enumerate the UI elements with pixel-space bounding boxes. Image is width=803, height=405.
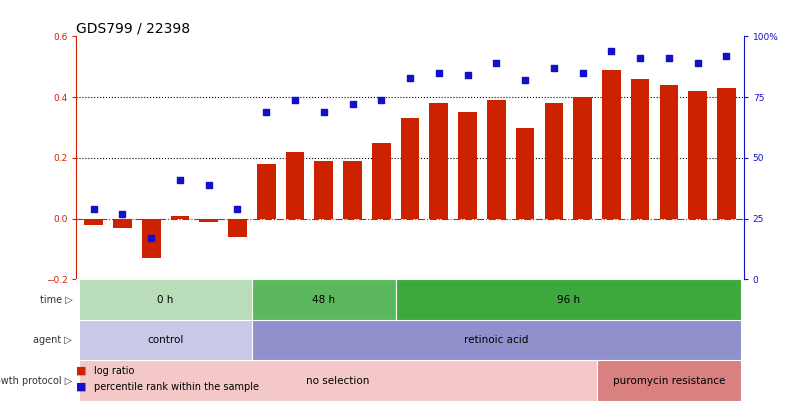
Bar <box>251 279 395 320</box>
Point <box>461 72 474 79</box>
Text: puromycin resistance: puromycin resistance <box>612 376 724 386</box>
Bar <box>141 219 161 258</box>
Bar <box>113 219 132 228</box>
Bar <box>658 85 678 219</box>
Bar <box>400 118 419 219</box>
Point <box>518 77 531 83</box>
Point <box>547 65 560 71</box>
Point <box>576 70 589 76</box>
Point <box>230 206 243 212</box>
Point <box>374 96 387 103</box>
Point <box>345 101 358 108</box>
Point <box>633 55 646 62</box>
Bar <box>716 88 735 219</box>
Text: control: control <box>147 335 184 345</box>
Text: ■: ■ <box>76 366 87 375</box>
Point <box>432 70 445 76</box>
Point <box>87 206 100 212</box>
Text: retinoic acid: retinoic acid <box>463 335 528 345</box>
Bar <box>79 320 251 360</box>
Point <box>173 177 186 183</box>
Text: GDS799 / 22398: GDS799 / 22398 <box>76 21 190 35</box>
Text: percentile rank within the sample: percentile rank within the sample <box>94 382 259 392</box>
Bar <box>251 320 740 360</box>
Text: growth protocol ▷: growth protocol ▷ <box>0 376 72 386</box>
Point <box>116 211 128 217</box>
Bar <box>79 279 251 320</box>
Bar <box>285 152 304 219</box>
Text: log ratio: log ratio <box>94 366 134 375</box>
Bar <box>84 219 103 225</box>
Text: no selection: no selection <box>306 376 369 386</box>
Text: ■: ■ <box>76 382 87 392</box>
Bar <box>372 143 390 219</box>
Bar <box>256 164 275 219</box>
Bar <box>601 70 620 219</box>
Text: time ▷: time ▷ <box>39 295 72 305</box>
Bar <box>170 216 189 219</box>
Text: 96 h: 96 h <box>556 295 579 305</box>
Bar <box>429 103 447 219</box>
Bar <box>395 279 740 320</box>
Bar <box>597 360 740 401</box>
Bar <box>573 97 591 219</box>
Bar <box>458 112 476 219</box>
Point <box>604 48 617 54</box>
Point <box>317 109 330 115</box>
Text: agent ▷: agent ▷ <box>34 335 72 345</box>
Point <box>288 96 301 103</box>
Bar <box>687 91 706 219</box>
Bar <box>343 161 361 219</box>
Bar <box>487 100 505 219</box>
Point <box>259 109 272 115</box>
Text: 0 h: 0 h <box>157 295 173 305</box>
Bar <box>199 219 218 222</box>
Point <box>489 60 502 66</box>
Bar <box>630 79 649 219</box>
Bar <box>314 161 332 219</box>
Point <box>662 55 675 62</box>
Text: 48 h: 48 h <box>312 295 335 305</box>
Bar <box>515 128 534 219</box>
Point <box>145 235 157 241</box>
Bar <box>544 103 563 219</box>
Bar <box>228 219 247 237</box>
Bar <box>79 360 597 401</box>
Point <box>202 181 215 188</box>
Point <box>691 60 703 66</box>
Point <box>719 53 732 59</box>
Point <box>403 75 416 81</box>
